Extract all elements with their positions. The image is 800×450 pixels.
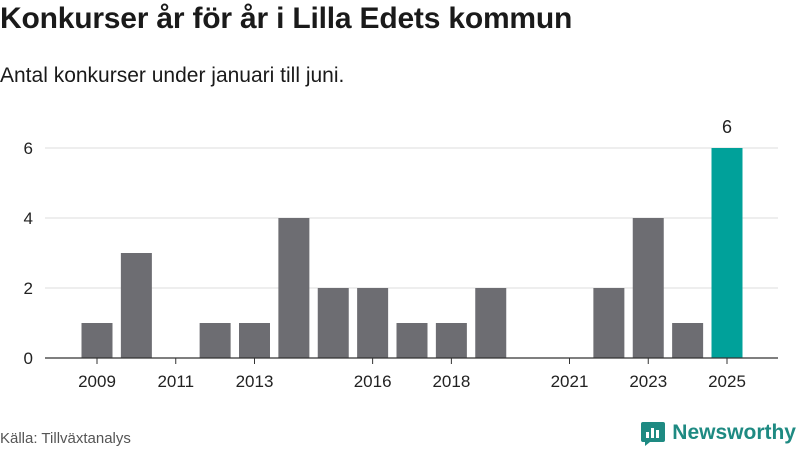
bar-chart: 0 2 4 6 2009 2011 2013 2016 2018 2021 2023 2025 6	[24, 117, 778, 391]
x-tick-label: 2009	[78, 372, 116, 391]
y-tick-label: 0	[24, 349, 33, 368]
x-tick-label: 2018	[432, 372, 470, 391]
bar	[435, 323, 467, 358]
chart-subtitle: Antal konkurser under januari till juni.	[0, 64, 345, 87]
y-tick-label: 2	[24, 279, 33, 298]
bar	[120, 253, 152, 358]
source-note: Källa: Tillväxtanalys	[0, 430, 131, 447]
x-tick-label: 2016	[354, 372, 392, 391]
bar	[357, 288, 389, 358]
bar	[475, 288, 507, 358]
x-tick-label: 2023	[629, 372, 667, 391]
x-tick-label: 2021	[551, 372, 589, 391]
bar	[396, 323, 428, 358]
bar	[278, 218, 310, 358]
bar	[632, 218, 664, 358]
y-tick-label: 4	[24, 209, 33, 228]
chart-title: Konkurser år för år i Lilla Edets kommun	[0, 2, 573, 35]
bar	[711, 148, 743, 358]
x-tick-label: 2025	[708, 372, 746, 391]
newsworthy-logo-icon	[641, 422, 666, 446]
x-tick-label: 2013	[236, 372, 274, 391]
data-label: 6	[722, 117, 732, 137]
brand-logo: Newsworthy	[640, 420, 796, 446]
bar	[81, 323, 113, 358]
brand-name: Newsworthy	[672, 421, 796, 444]
bar	[239, 323, 270, 358]
bar	[317, 288, 349, 358]
bar	[672, 323, 704, 358]
y-tick-label: 6	[24, 139, 33, 158]
bar	[199, 323, 231, 358]
bar	[593, 288, 625, 358]
x-tick-label: 2011	[157, 372, 194, 391]
